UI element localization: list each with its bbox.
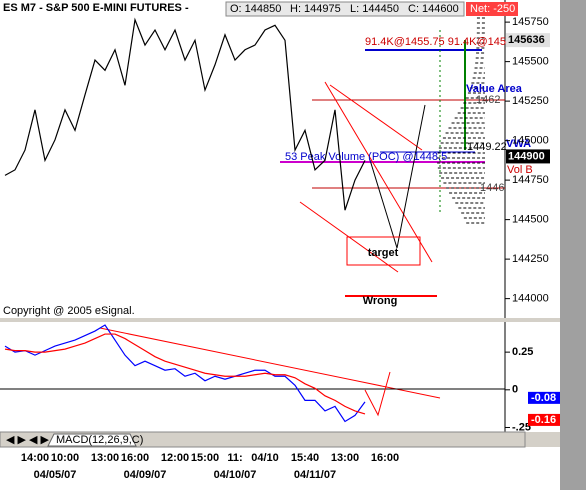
last-value-label: -0.08	[531, 392, 556, 404]
y-tick-label: 0.25	[512, 346, 533, 358]
macd-pane	[0, 322, 560, 432]
y-tick-label: 145500	[512, 56, 549, 68]
price-pane	[0, 0, 560, 318]
annotation: 1449.22	[467, 141, 507, 153]
trendline	[329, 84, 423, 151]
tab[interactable]	[47, 433, 137, 447]
copyright: Copyright @ 2005 eSignal.	[3, 305, 135, 317]
net-box	[466, 2, 518, 16]
x-date-label: 04/09/07	[124, 469, 167, 481]
annotation: 1462	[476, 94, 500, 106]
annotation: Wrong	[363, 295, 398, 307]
annotation: VWA	[506, 138, 531, 150]
y-tick-label: 145750	[512, 16, 549, 28]
x-tick-label: 14:00	[21, 452, 49, 464]
y-tick-label: 0	[512, 384, 518, 396]
scroll-arrows[interactable]: ◀ ▶ ◀ ▶	[6, 434, 50, 446]
last-value-box	[528, 413, 560, 426]
drawings	[0, 30, 505, 417]
y-tick-label: 145250	[512, 95, 549, 107]
chart-title: ES M7 - S&P 500 E-MINI FUTURES -	[3, 2, 189, 14]
y-tick-label: 144250	[512, 253, 549, 265]
series-line	[4, 324, 366, 423]
price-marker-label: 144900	[508, 150, 545, 162]
x-date-label: 04/10/07	[214, 469, 257, 481]
annotation: Value Area	[466, 83, 523, 95]
quote-high: H: 144975	[290, 3, 341, 15]
price-marker	[506, 149, 550, 164]
macd-tab-label: MACD(12,26,9,C)	[56, 434, 143, 446]
time-axis	[0, 447, 560, 490]
y-tick-label: -.25	[512, 421, 531, 433]
series-line	[4, 17, 366, 211]
quote-close: C: 144600	[408, 3, 459, 15]
annotation: Vol B	[507, 164, 533, 176]
x-tick-label: 15:00	[191, 452, 219, 464]
x-tick-label: 16:00	[121, 452, 149, 464]
y-tick-label: 144000	[512, 293, 549, 305]
x-tick-label: 10:00	[51, 452, 79, 464]
x-tick-label: 16:00	[371, 452, 399, 464]
x-date-label: 04/11/07	[294, 469, 336, 481]
quote-open: O: 144850	[230, 3, 281, 15]
trendline	[324, 81, 433, 263]
x-tick-label: 13:00	[331, 452, 359, 464]
shadow	[560, 0, 586, 490]
series-line	[4, 333, 366, 415]
x-tick-label: 13:00	[91, 452, 119, 464]
annotation: 53 Peak Volume (POC) @1448.5	[285, 151, 447, 163]
title-box	[0, 0, 218, 16]
annotation: target	[368, 247, 399, 259]
y-tick-label: 144500	[512, 214, 549, 226]
price-marker	[506, 33, 550, 48]
target-box	[346, 236, 421, 266]
macd-trendline	[99, 327, 441, 399]
last-value-box	[528, 391, 560, 404]
volume-profile	[437, 17, 485, 224]
x-tick-label: 15:40	[291, 452, 319, 464]
macd-projection	[364, 371, 391, 417]
annotation: 91.4K@1455.75 91.4K@1455.75	[365, 36, 527, 48]
y-tick-label: 145000	[512, 135, 549, 147]
x-tick-label: 11:	[227, 452, 242, 464]
annotation: 1446	[480, 182, 504, 194]
quote-box	[225, 1, 465, 17]
x-date-label: 04/05/07	[34, 469, 77, 481]
x-tick-label: 04/10	[251, 452, 279, 464]
x-tick-label: 12:00	[161, 452, 189, 464]
target-path	[369, 104, 426, 249]
y-tick-label: 144750	[512, 174, 549, 186]
last-value-label: -0.16	[531, 414, 556, 426]
quote-low: L: 144450	[350, 3, 399, 15]
price-marker-label: 145636	[508, 34, 545, 46]
quote-net: Net: -250	[470, 3, 515, 15]
